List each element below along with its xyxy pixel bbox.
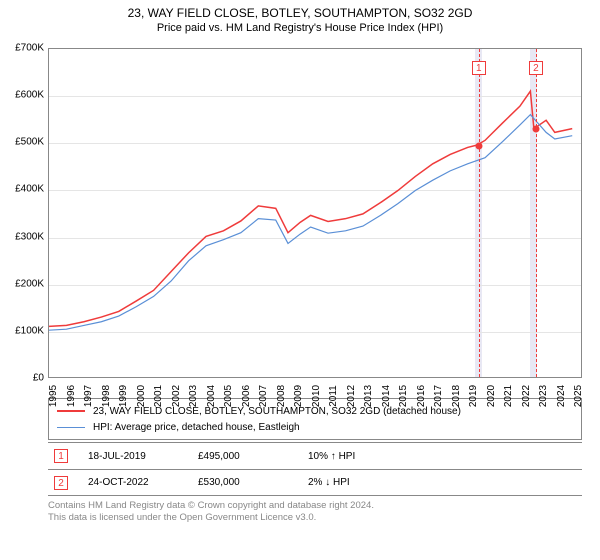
legend-swatch: [57, 410, 85, 412]
marker-vline: [479, 49, 480, 377]
y-tick-label: £300K: [4, 231, 44, 242]
chart-svg: [49, 49, 581, 377]
y-tick-label: £100K: [4, 325, 44, 336]
x-tick-label: 2008: [276, 385, 287, 407]
x-tick-label: 2005: [223, 385, 234, 407]
x-tick-label: 2022: [521, 385, 532, 407]
legend-swatch: [57, 427, 85, 428]
x-tick-label: 2003: [188, 385, 199, 407]
row-price: £495,000: [198, 451, 288, 462]
marker-label-box: 2: [529, 61, 543, 75]
x-tick-label: 2006: [241, 385, 252, 407]
x-tick-label: 2009: [293, 385, 304, 407]
x-tick-label: 2002: [171, 385, 182, 407]
row-price: £530,000: [198, 477, 288, 488]
row-delta: 10% ↑ HPI: [308, 451, 398, 462]
legend-label: 23, WAY FIELD CLOSE, BOTLEY, SOUTHAMPTON…: [93, 406, 461, 417]
chart-container: 23, WAY FIELD CLOSE, BOTLEY, SOUTHAMPTON…: [0, 0, 600, 560]
row-marker: 2: [54, 476, 68, 490]
y-tick-label: £700K: [4, 43, 44, 54]
x-tick-label: 2015: [398, 385, 409, 407]
x-tick-label: 2011: [328, 385, 339, 407]
row-marker: 1: [54, 449, 68, 463]
chart-plot-area: 12: [48, 48, 582, 378]
row-delta: 2% ↓ HPI: [308, 477, 398, 488]
y-tick-label: £500K: [4, 137, 44, 148]
table-row: 2 24-OCT-2022 £530,000 2% ↓ HPI: [48, 469, 582, 495]
series-line: [49, 115, 572, 331]
x-tick-label: 2019: [468, 385, 479, 407]
marker-vline: [536, 49, 537, 377]
x-tick-label: 2020: [486, 385, 497, 407]
row-date: 18-JUL-2019: [88, 451, 178, 462]
x-tick-label: 2023: [538, 385, 549, 407]
x-tick-label: 1997: [83, 385, 94, 407]
chart-subtitle: Price paid vs. HM Land Registry's House …: [0, 20, 600, 34]
x-tick-label: 2025: [573, 385, 584, 407]
marker-label-box: 1: [472, 61, 486, 75]
series-line: [49, 91, 572, 326]
x-tick-label: 2012: [346, 385, 357, 407]
x-tick-label: 2024: [556, 385, 567, 407]
row-date: 24-OCT-2022: [88, 477, 178, 488]
y-tick-label: £400K: [4, 184, 44, 195]
chart-title: 23, WAY FIELD CLOSE, BOTLEY, SOUTHAMPTON…: [0, 0, 600, 20]
y-tick-label: £0: [4, 373, 44, 384]
legend-item: HPI: Average price, detached house, East…: [57, 419, 573, 435]
data-point-dot: [532, 126, 539, 133]
x-tick-label: 2016: [416, 385, 427, 407]
x-tick-label: 2017: [433, 385, 444, 407]
x-tick-label: 2014: [381, 385, 392, 407]
x-tick-label: 1996: [66, 385, 77, 407]
x-tick-label: 2004: [206, 385, 217, 407]
x-tick-label: 2010: [311, 385, 322, 407]
y-tick-label: £200K: [4, 278, 44, 289]
x-tick-label: 1995: [48, 385, 59, 407]
footer-line-2: This data is licensed under the Open Gov…: [48, 512, 582, 524]
x-tick-label: 2018: [451, 385, 462, 407]
table-row: 1 18-JUL-2019 £495,000 10% ↑ HPI: [48, 443, 582, 469]
legend-label: HPI: Average price, detached house, East…: [93, 422, 300, 433]
y-tick-label: £600K: [4, 90, 44, 101]
x-tick-label: 2013: [363, 385, 374, 407]
x-tick-label: 1998: [101, 385, 112, 407]
footer: Contains HM Land Registry data © Crown c…: [48, 500, 582, 525]
x-tick-label: 1999: [118, 385, 129, 407]
footer-line-1: Contains HM Land Registry data © Crown c…: [48, 500, 582, 512]
transactions-table: 1 18-JUL-2019 £495,000 10% ↑ HPI 2 24-OCT-202…: [48, 442, 582, 496]
x-tick-label: 2021: [503, 385, 514, 407]
data-point-dot: [475, 142, 482, 149]
x-tick-label: 2007: [258, 385, 269, 407]
x-tick-label: 2001: [153, 385, 164, 407]
x-tick-label: 2000: [136, 385, 147, 407]
